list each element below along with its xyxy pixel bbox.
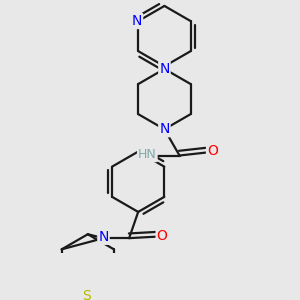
Text: N: N [98, 230, 109, 244]
Text: N: N [159, 62, 170, 76]
Text: O: O [207, 144, 218, 158]
Text: HN: HN [138, 148, 157, 161]
Text: O: O [157, 229, 167, 243]
Text: N: N [159, 122, 170, 136]
Text: S: S [82, 289, 91, 300]
Text: N: N [132, 14, 142, 28]
